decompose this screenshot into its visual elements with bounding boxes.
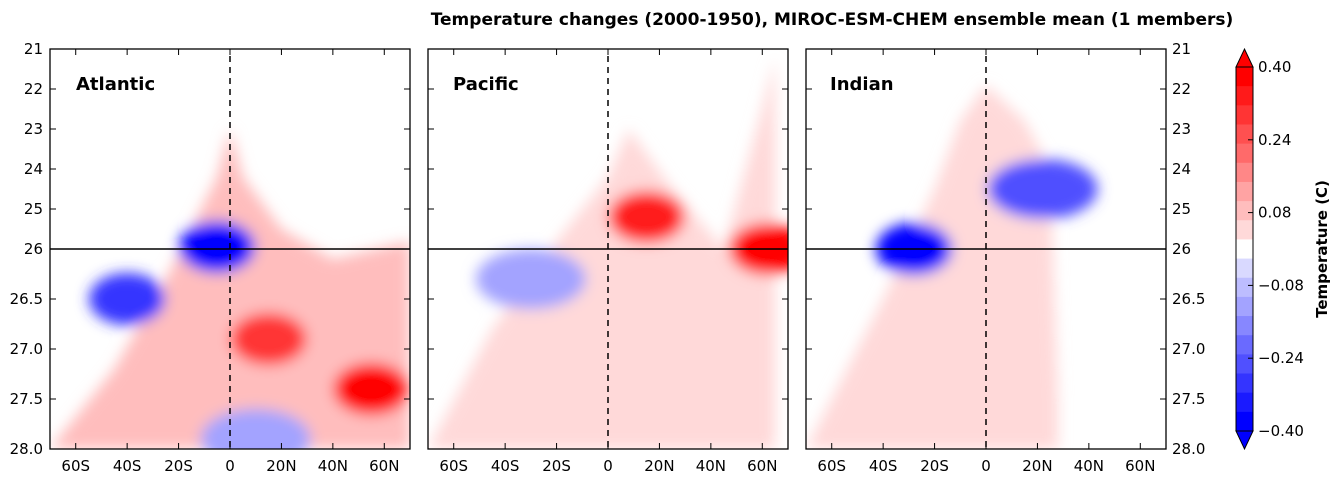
colorbar-box (1236, 258, 1253, 279)
colorbar-tick-label: −0.40 (1258, 422, 1304, 440)
y-tick-label-right: 28.0 (1172, 440, 1205, 458)
colorbar: 0.40 0.24 0.08 −0.08 −0.24 −0.40 Temperature … (1235, 47, 1331, 451)
field-indian (806, 85, 1098, 449)
colorbar-tick-label: −0.08 (1258, 276, 1304, 294)
field-background (428, 57, 776, 449)
colorbar-box (1236, 335, 1253, 355)
colorbar-box (1236, 86, 1253, 106)
y-tick-label-left: 27.5 (10, 390, 43, 408)
y-tick-label-right: 25 (1172, 200, 1191, 218)
colorbar-box (1236, 201, 1253, 221)
x-tick-label: 0 (981, 457, 991, 475)
x-tick-label: 40S (113, 457, 142, 475)
colorbar-box (1236, 239, 1253, 260)
field-blob (918, 269, 1029, 329)
y-tick-label-left: 22 (24, 80, 43, 98)
panel-pacific: Pacific 60S 40S 20S 0 20N 40N 60N (427, 48, 789, 475)
x-tick-label: 60N (369, 457, 399, 475)
field-pacific (428, 57, 788, 449)
x-tick-label: 40N (318, 457, 348, 475)
x-tick-label: 60S (817, 457, 846, 475)
y-tick-label-right: 26.5 (1172, 290, 1205, 308)
y-tick-label-left: 26 (24, 240, 43, 258)
panel-indian: Indian 60S 40S 20S 0 20N 40N 60N (805, 48, 1167, 475)
colorbar-box (1236, 296, 1253, 317)
y-tick-label-left: 24 (24, 160, 43, 178)
colorbar-box (1236, 411, 1253, 432)
x-tick-label: 60N (1125, 457, 1155, 475)
y-tick-label-left: 26.5 (10, 290, 43, 308)
x-tick-label: 20S (164, 457, 193, 475)
y-tick-label-left: 25 (24, 200, 43, 218)
basin-label-indian: Indian (830, 74, 894, 95)
x-tick-label: 20S (542, 457, 571, 475)
x-tick-label: 60N (747, 457, 777, 475)
y-tick-label-right: 26 (1172, 240, 1191, 258)
colorbar-tick-label: 0.24 (1258, 131, 1291, 149)
x-tick-label: 20S (920, 457, 949, 475)
x-tick-label: 60S (439, 457, 468, 475)
y-axis-left: 21 22 23 24 25 26 26.5 27.0 27.5 28.0 (10, 40, 1166, 458)
field-blob (89, 273, 166, 325)
colorbar-extend-top (1235, 47, 1254, 68)
chart-title: Temperature changes (2000-1950), MIROC-E… (431, 10, 1234, 30)
colorbar-box (1236, 181, 1253, 202)
x-tick-label: 0 (603, 457, 613, 475)
colorbar-box (1236, 124, 1253, 145)
y-tick-label-left: 27.0 (10, 340, 43, 358)
x-tick-label: 20N (644, 457, 674, 475)
basin-label-pacific: Pacific (453, 74, 519, 95)
y-tick-label-right: 27.5 (1172, 390, 1205, 408)
x-tick-label: 40S (869, 457, 898, 475)
x-tick-label: 40S (491, 457, 520, 475)
x-axis-pacific: 60S 40S 20S 0 20N 40N 60N (439, 49, 777, 475)
panel-atlantic: Atlantic 60S 40S 20S 0 20N 40N 60N (49, 48, 411, 475)
field-blob (333, 363, 410, 415)
colorbar-tick-label: −0.24 (1258, 349, 1304, 367)
y-tick-label-left: 28.0 (10, 440, 43, 458)
x-tick-label: 0 (225, 457, 235, 475)
colorbar-tick-label: 0.40 (1258, 58, 1291, 76)
y-tick-label-left: 21 (24, 40, 43, 58)
field-blob (179, 221, 256, 273)
colorbar-box (1236, 392, 1253, 413)
x-tick-label: 20N (1022, 457, 1052, 475)
colorbar-box (1236, 316, 1253, 336)
colorbar-box (1236, 277, 1253, 298)
field-blob (230, 313, 307, 365)
y-tick-label-right: 27.0 (1172, 340, 1205, 358)
field-blob (200, 409, 311, 449)
colorbar-frame (1235, 66, 1254, 432)
colorbar-box (1236, 220, 1253, 240)
field-blob (553, 319, 663, 379)
y-axis-right: 21 22 23 24 25 26 26.5 27.0 27.5 28.0 (1172, 40, 1205, 458)
x-tick-label: 40N (1074, 457, 1104, 475)
x-axis-indian: 60S 40S 20S 0 20N 40N 60N (817, 49, 1155, 475)
colorbar-label: Temperature (C) (1313, 180, 1331, 318)
y-tick-label-right: 21 (1172, 40, 1191, 58)
field-blob (987, 159, 1098, 219)
y-tick-label-left: 23 (24, 120, 43, 138)
field-blob (475, 249, 586, 309)
x-tick-label: 40N (696, 457, 726, 475)
colorbar-tick-label: 0.08 (1258, 204, 1291, 222)
field-blob (608, 191, 685, 243)
basin-label-atlantic: Atlantic (76, 74, 155, 95)
colorbar-box (1236, 373, 1253, 394)
x-axis-atlantic: 60S 40S 20S 0 20N 40N 60N (61, 49, 399, 475)
colorbar-box (1236, 162, 1253, 183)
colorbar-box (1236, 105, 1253, 125)
colorbar-box (1236, 67, 1253, 87)
x-tick-label: 20N (266, 457, 296, 475)
x-tick-label: 60S (61, 457, 90, 475)
y-tick-label-right: 22 (1172, 80, 1191, 98)
y-tick-label-right: 23 (1172, 120, 1191, 138)
y-tick-label-right: 24 (1172, 160, 1191, 178)
colorbar-box (1236, 143, 1253, 164)
colorbar-box (1236, 354, 1253, 375)
colorbar-extend-bottom (1235, 430, 1254, 451)
